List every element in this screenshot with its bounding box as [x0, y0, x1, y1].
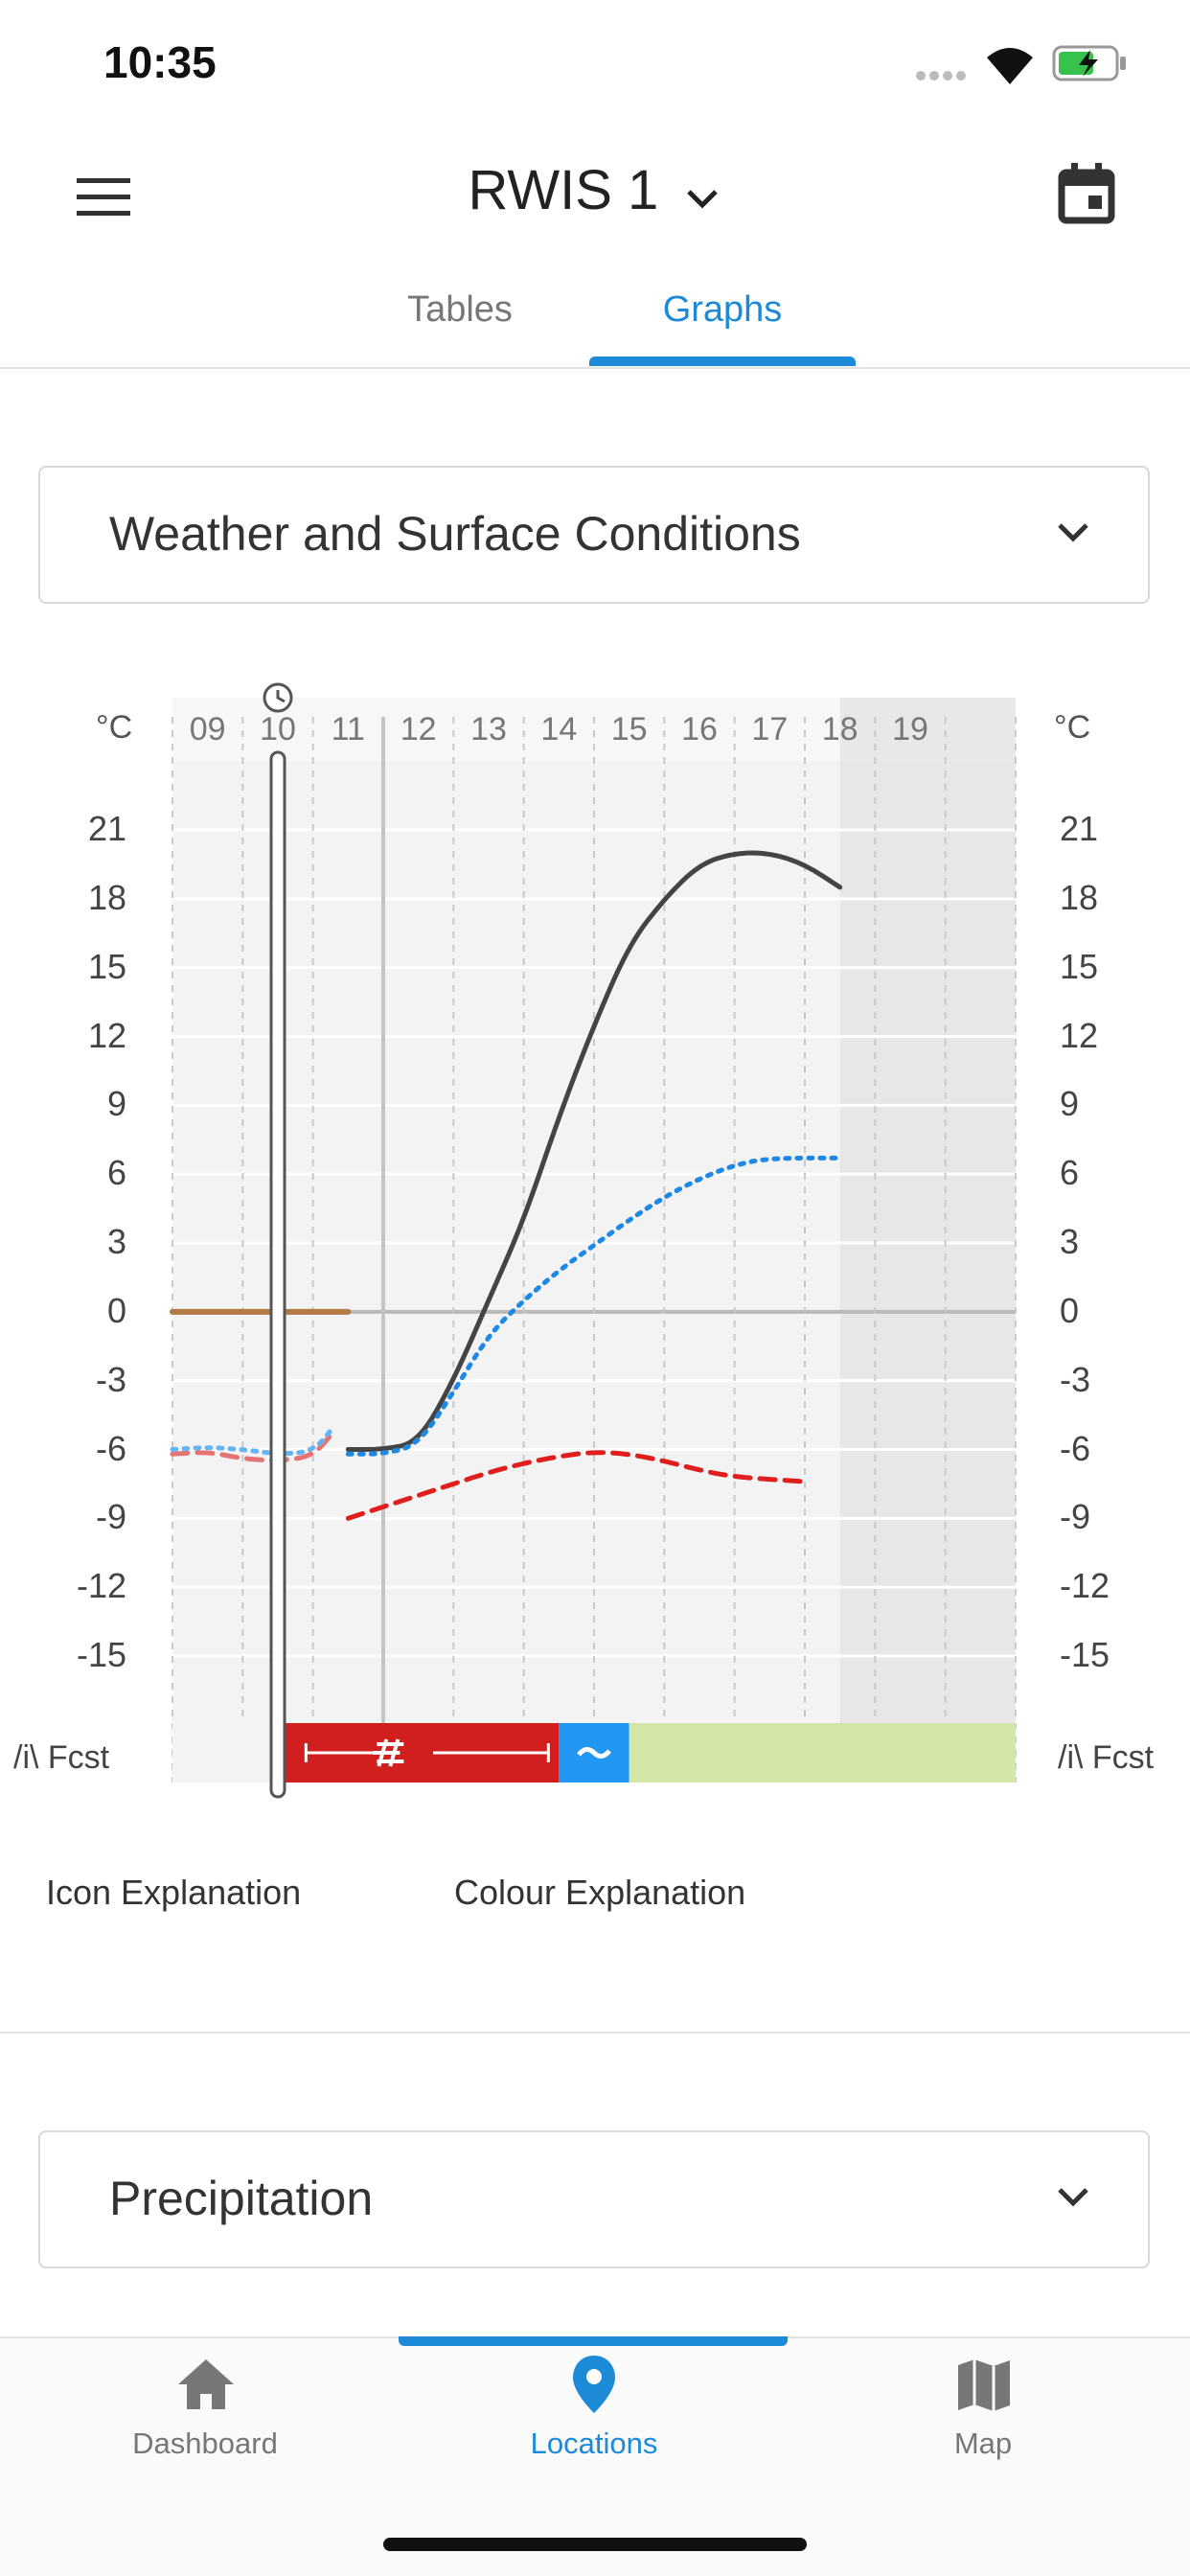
now-marker [269, 750, 286, 1799]
weather-conditions-dropdown[interactable]: Weather and Surface Conditions [38, 466, 1150, 604]
nav-dashboard-label: Dashboard [132, 2426, 278, 2460]
chevron-down-icon [683, 162, 721, 226]
y-tick-label: 12 [1060, 1015, 1099, 1055]
y-axis-unit-right: °C [1054, 709, 1091, 746]
x-tick-label: 16 [681, 711, 718, 748]
y-tick-label: 15 [87, 946, 126, 986]
y-tick-label: 9 [106, 1084, 126, 1124]
series-surface-temperature-observed [170, 1428, 337, 1463]
x-tick-label: 10 [260, 711, 296, 748]
y-tick-label: -3 [1060, 1359, 1091, 1399]
y-tick-label: -6 [1060, 1428, 1091, 1468]
condition-segment [629, 1723, 1016, 1782]
y-tick-label: 3 [1060, 1222, 1080, 1261]
y-tick-label: -15 [1060, 1635, 1110, 1674]
nav-locations-label: Locations [530, 2426, 658, 2460]
y-tick-label: 21 [87, 809, 126, 848]
section-divider [0, 2032, 1190, 2034]
y-tick-label: 18 [1060, 877, 1099, 917]
location-title: RWIS 1 [468, 159, 659, 221]
snow-icon [373, 1738, 404, 1767]
y-tick-label: -9 [1060, 1497, 1091, 1537]
night-shade [839, 698, 1016, 1782]
y-tick-label: -6 [95, 1428, 126, 1468]
clock-hands [276, 690, 286, 703]
location-pin-icon [571, 2354, 617, 2420]
status-time: 10:35 [103, 37, 217, 87]
x-tick-label: 19 [892, 711, 928, 748]
nav-map-label: Map [953, 2426, 1013, 2460]
y-tick-label: 6 [106, 1153, 126, 1193]
x-tick-label: 09 [190, 711, 226, 748]
home-indicator [383, 2538, 807, 2551]
y-tick-label: -15 [76, 1635, 126, 1674]
precipitation-dropdown[interactable]: Precipitation [38, 2130, 1150, 2268]
x-tick-label: 15 [611, 711, 648, 748]
y-tick-label: -12 [1060, 1566, 1110, 1606]
x-tick-label: 14 [540, 711, 577, 748]
tabs-divider [0, 367, 1190, 369]
icon-explanation-link[interactable]: Icon Explanation [46, 1873, 302, 1912]
precipitation-card-title: Precipitation [109, 2172, 374, 2225]
y-tick-label: 21 [1060, 809, 1099, 848]
series-dew-point-observed [170, 1424, 337, 1456]
condition-segment-empty [172, 1723, 286, 1782]
chevron-down-icon [1056, 521, 1090, 549]
y-axis-unit-left: °C [96, 709, 133, 746]
chevron-down-icon [1056, 2186, 1090, 2214]
tab-active-indicator [589, 356, 856, 366]
y-tick-label: -3 [95, 1359, 126, 1399]
y-tick-label: 0 [106, 1290, 126, 1330]
x-tick-label: 17 [751, 711, 788, 748]
condition-bar-label-right: /i\ Fcst [1058, 1739, 1155, 1776]
wifi-icon [983, 44, 1037, 91]
series-surface-temperature-forecast [345, 1450, 808, 1521]
ice-road-icon [304, 1743, 550, 1762]
battery-icon [1052, 44, 1129, 87]
y-tick-label: 18 [87, 877, 126, 917]
condition-bar-label-left: /i\ Fcst [13, 1739, 110, 1776]
y-tick-label: 3 [106, 1222, 126, 1261]
y-tick-label: -9 [95, 1497, 126, 1537]
signal-icon [915, 69, 969, 87]
wet-road-icon [577, 1747, 611, 1759]
weather-card-title: Weather and Surface Conditions [109, 507, 801, 561]
tab-graphs[interactable]: Graphs [662, 289, 783, 330]
y-tick-label: 6 [1060, 1153, 1080, 1193]
series-dew-point-forecast [345, 1155, 843, 1457]
series-air-temperature-forecast [345, 850, 843, 1452]
y-tick-label: 9 [1060, 1084, 1080, 1124]
x-tick-label: 13 [470, 711, 507, 748]
calendar-icon[interactable] [1058, 163, 1115, 229]
menu-icon[interactable] [77, 178, 130, 221]
home-icon [176, 2358, 236, 2416]
y-tick-label: 0 [1060, 1290, 1080, 1330]
y-tick-label: 12 [87, 1015, 126, 1055]
temperature-chart[interactable]: 09 10 11 12 13 14 15 16 17 18 19 [0, 671, 1190, 1802]
nav-dashboard[interactable]: Dashboard [61, 2358, 349, 2482]
x-tick-label: 18 [822, 711, 858, 748]
x-tick-label: 12 [400, 711, 437, 748]
x-tick-label: 11 [332, 711, 365, 748]
nav-map[interactable]: Map [839, 2358, 1127, 2482]
nav-locations[interactable]: Locations [450, 2354, 738, 2482]
tab-tables[interactable]: Tables [407, 289, 513, 330]
colour-explanation-link[interactable]: Colour Explanation [454, 1873, 746, 1912]
y-tick-label: -12 [76, 1566, 126, 1606]
map-icon [956, 2358, 1012, 2418]
y-tick-label: 15 [1060, 946, 1099, 986]
location-selector[interactable]: RWIS 1 [0, 158, 1190, 226]
bottom-nav-active-indicator [399, 2336, 788, 2346]
